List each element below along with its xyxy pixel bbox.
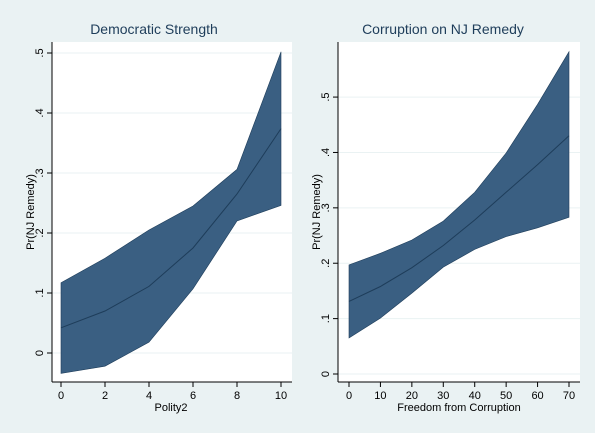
x-tick-label: 30 [437, 390, 449, 402]
estimate-right [348, 135, 570, 302]
x-tick-label: 70 [563, 390, 575, 402]
x-tick-label: 10 [374, 390, 386, 402]
y-tick-label: .1 [34, 288, 46, 297]
y-ticks-right: 0 .1 .2 .3 .4 .5 [320, 92, 338, 377]
x-tick-label: 4 [146, 390, 152, 402]
y-ticks-left: 0 .1 .2 .3 .4 .5 [34, 48, 52, 356]
y-tick-label: .3 [34, 168, 46, 177]
chart-title-left: Democratic Strength [90, 21, 218, 37]
x-tick-label: 8 [234, 390, 240, 402]
y-tick-label: .4 [34, 108, 46, 117]
band-left [60, 51, 282, 374]
y-tick-label: .5 [320, 92, 332, 101]
x-tick-label: 0 [346, 390, 352, 402]
confidence-band [60, 51, 282, 374]
band-right [348, 50, 570, 339]
x-tick-label: 0 [58, 390, 64, 402]
chart-panel-right: Corruption on NJ Remedy 0 10 20 30 40 50 60 70 … [311, 21, 580, 414]
y-tick-label: .3 [320, 203, 332, 212]
y-tick-label: 0 [34, 350, 46, 356]
confidence-band [348, 50, 570, 339]
y-tick-label: .1 [320, 314, 332, 323]
x-tick-label: 60 [531, 390, 543, 402]
x-ticks-left: 0 2 4 6 8 10 [58, 382, 287, 402]
y-axis-label-right: Pr(NJ Remedy) [311, 174, 323, 250]
y-tick-label: .2 [320, 259, 332, 268]
chart-panel-left: Democratic Strength 0 2 4 6 8 10 0.1.2.3.4.5 … [25, 21, 292, 414]
x-axis-label-right: Freedom from Corruption [397, 402, 521, 414]
estimate-line [60, 128, 282, 329]
chart-title-right: Corruption on NJ Remedy [362, 21, 524, 37]
x-tick-label: 6 [190, 390, 196, 402]
y-axis-label-left: Pr(NJ Remedy) [25, 174, 37, 250]
x-axis-label-left: Polity2 [154, 402, 187, 414]
x-tick-label: 20 [406, 390, 418, 402]
y-tick-label: 0 [320, 371, 332, 377]
x-ticks-right: 0 10 20 30 40 50 60 70 [346, 382, 575, 402]
y-tick-label: .2 [34, 228, 46, 237]
estimate-line [348, 135, 570, 302]
x-tick-label: 10 [275, 390, 287, 402]
y-tick-label: .4 [320, 148, 332, 157]
estimate-left [60, 128, 282, 329]
x-tick-label: 40 [469, 390, 481, 402]
x-tick-label: 2 [102, 390, 108, 402]
y-tick-label: .5 [34, 48, 46, 57]
x-tick-label: 50 [500, 390, 512, 402]
